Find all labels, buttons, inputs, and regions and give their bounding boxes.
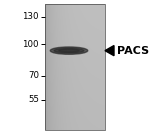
Text: 100: 100 [22,40,39,49]
Text: PACS2: PACS2 [117,46,150,56]
Bar [45,4,105,130]
Ellipse shape [50,47,88,54]
Text: 70: 70 [28,71,39,80]
Text: 55: 55 [28,95,39,104]
Polygon shape [105,46,114,56]
Ellipse shape [54,48,84,53]
Ellipse shape [59,49,79,52]
Text: 130: 130 [22,12,39,21]
